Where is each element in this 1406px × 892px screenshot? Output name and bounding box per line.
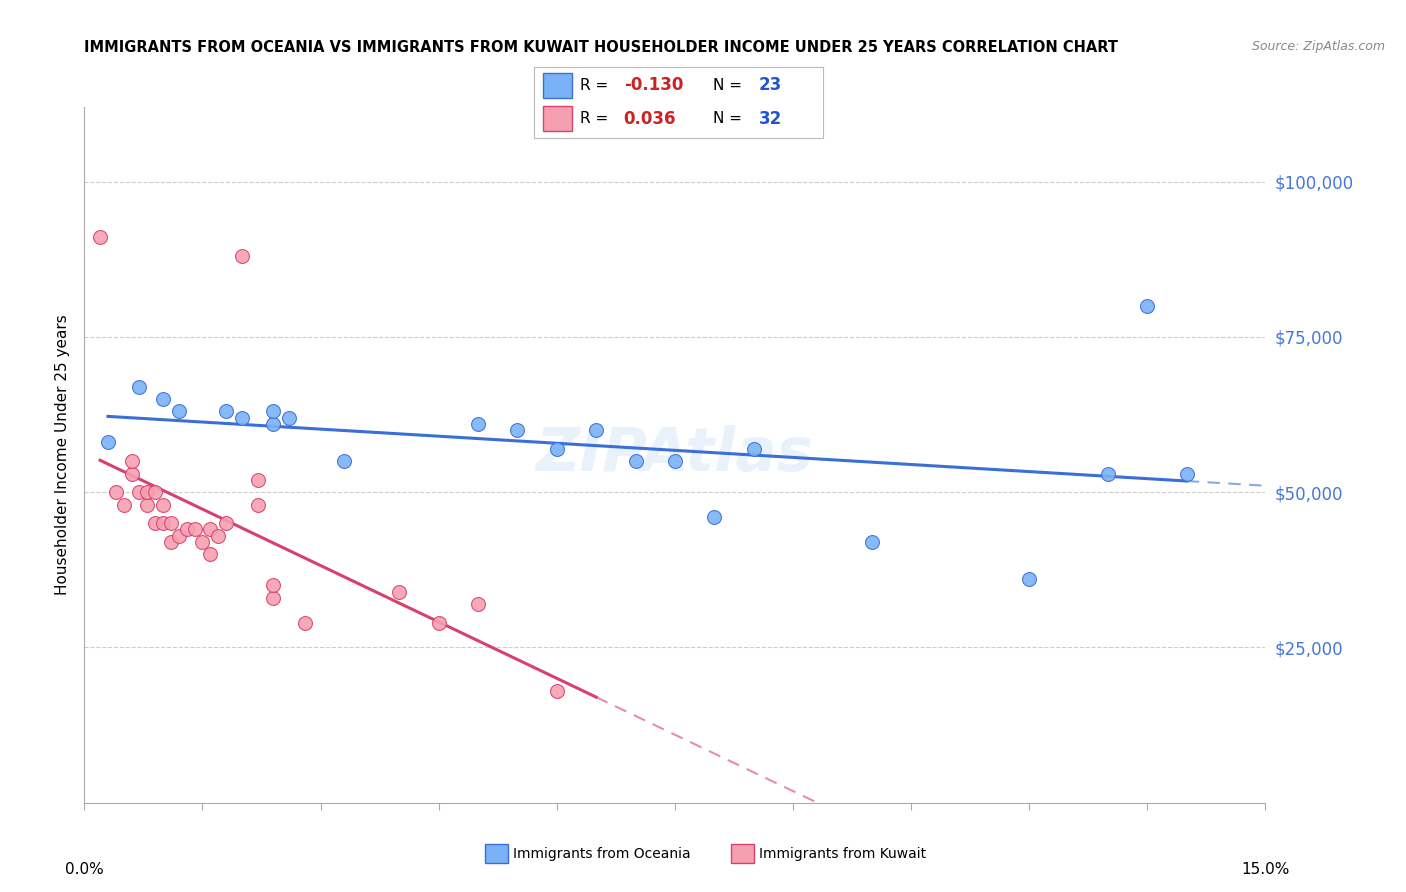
Point (104, 485, 127, 500)
Bar (543, 72, 572, 97)
Y-axis label: Householder Income Under 25 years: Householder Income Under 25 years (55, 315, 70, 595)
Text: N =: N = (713, 112, 747, 126)
Point (262, 578, 284, 592)
Point (546, 442, 568, 456)
Text: R =: R = (581, 112, 613, 126)
Point (246, 473, 269, 487)
Point (160, 516, 183, 531)
Point (546, 684, 568, 698)
Point (143, 516, 166, 531)
Text: Immigrants from Oceania: Immigrants from Oceania (513, 847, 690, 861)
Point (167, 404, 190, 418)
Point (388, 584, 411, 599)
Point (467, 597, 489, 611)
Text: R =: R = (581, 78, 613, 93)
Text: 0.0%: 0.0% (65, 862, 104, 877)
Point (89, 230, 111, 244)
Point (585, 423, 607, 437)
Point (246, 498, 269, 512)
Point (262, 404, 284, 418)
Point (1097, 467, 1119, 481)
Point (467, 417, 489, 431)
Point (215, 404, 238, 418)
Text: ZIPAtlas: ZIPAtlas (536, 425, 814, 484)
Point (703, 510, 725, 524)
Point (152, 498, 174, 512)
Point (191, 534, 214, 549)
Point (294, 615, 316, 630)
Text: Source: ZipAtlas.com: Source: ZipAtlas.com (1251, 40, 1385, 54)
Text: N =: N = (713, 78, 747, 93)
Point (231, 410, 253, 425)
Text: Immigrants from Kuwait: Immigrants from Kuwait (759, 847, 927, 861)
Point (183, 523, 205, 537)
Text: 15.0%: 15.0% (1241, 862, 1289, 877)
Point (112, 498, 135, 512)
Point (1136, 299, 1159, 313)
Point (121, 467, 143, 481)
Point (136, 485, 159, 500)
Text: 32: 32 (759, 110, 782, 128)
Point (506, 423, 529, 437)
Point (333, 454, 356, 468)
Point (136, 498, 159, 512)
Point (262, 591, 284, 605)
Point (262, 417, 284, 431)
Point (128, 379, 150, 393)
Text: 0.036: 0.036 (624, 110, 676, 128)
Point (664, 454, 686, 468)
Point (427, 615, 450, 630)
Point (860, 534, 883, 549)
Text: IMMIGRANTS FROM OCEANIA VS IMMIGRANTS FROM KUWAIT HOUSEHOLDER INCOME UNDER 25 YE: IMMIGRANTS FROM OCEANIA VS IMMIGRANTS FR… (84, 40, 1118, 55)
Point (143, 485, 166, 500)
Point (624, 454, 647, 468)
Point (121, 454, 143, 468)
Point (167, 529, 190, 543)
Point (1175, 467, 1198, 481)
Point (215, 516, 238, 531)
Point (160, 534, 183, 549)
Point (278, 410, 301, 425)
Point (1018, 572, 1040, 586)
Text: 23: 23 (759, 76, 782, 94)
Point (207, 529, 229, 543)
Point (176, 523, 198, 537)
Text: -0.130: -0.130 (624, 76, 683, 94)
Point (231, 249, 253, 263)
Point (152, 516, 174, 531)
Point (97, 435, 120, 450)
Bar (543, 106, 572, 131)
Point (742, 442, 765, 456)
Point (152, 392, 174, 406)
Point (128, 485, 150, 500)
Point (200, 523, 222, 537)
Point (200, 547, 222, 561)
